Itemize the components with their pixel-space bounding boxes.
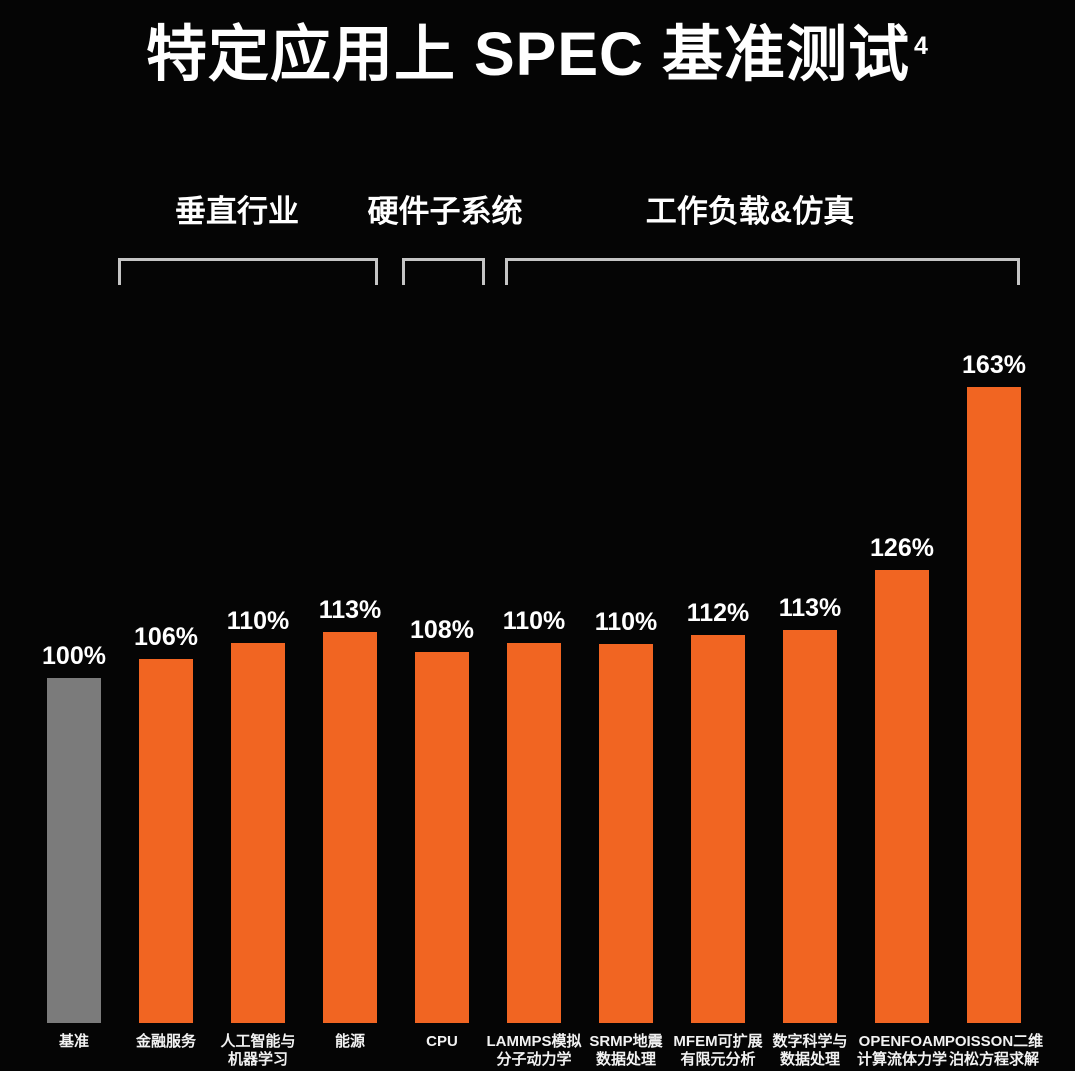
page-title: 特定应用上 SPEC 基准测试 4 [0,4,1075,93]
bar-value-label: 100% [42,642,106,670]
bar [599,644,653,1023]
group-label-vertical-industries: 垂直行业 [175,194,299,229]
bar-group-digital-science: 113% 数字科学与 数据处理 [764,594,856,1068]
bar-value-label: 126% [870,534,934,562]
category-line2: 泊松方程求解 [948,1051,1039,1068]
bar-value-label: 163% [962,351,1026,379]
bar-group-financial-services: 106% 金融服务 [120,623,212,1050]
category-line1: MFEM可扩展 [673,1033,763,1050]
category-line1: 基准 [58,1033,89,1050]
bar-value-label: 110% [594,608,658,636]
category-line1: OPENFOAM [858,1033,946,1050]
bracket-workloads-simulation [505,258,1020,285]
category-line1: 金融服务 [135,1033,196,1050]
category-line1: SRMP地震 [589,1033,663,1050]
bar [415,652,469,1023]
category-line2: 分子动力学 [496,1051,572,1068]
bar-value-label: 110% [502,607,566,635]
bar [507,643,561,1023]
bar-group-srmp: 110% SRMP地震 数据处理 [580,608,672,1068]
bar [47,678,101,1023]
bar-group-cpu: 108% CPU [396,616,488,1050]
bracket-hardware-subsystem [402,258,485,285]
bar-value-label: 110% [226,607,290,635]
category-line2: 机器学习 [227,1051,288,1068]
bar-category-label: 数字科学与 数据处理 [754,1033,866,1069]
category-line1: 人工智能与 [220,1033,296,1050]
category-line1: 能源 [334,1033,365,1050]
bar-category-label: CPU [386,1033,498,1051]
group-label-workloads-simulation: 工作负载&仿真 [645,194,855,229]
category-line1: 数字科学与 [772,1033,848,1050]
bar-group-poisson: 163% POISSON二维 泊松方程求解 [945,351,1043,1068]
bar-category-label: 能源 [294,1033,406,1051]
bar-category-label: 金融服务 [110,1033,222,1051]
category-line1: CPU [426,1033,458,1050]
bar [139,659,193,1023]
bar-group-openfoam: 126% OPENFOAM 计算流体力学 [856,534,948,1068]
category-line2: 计算流体力学 [856,1051,947,1068]
bar [875,570,929,1023]
category-line1: LAMMPS模拟 [486,1033,582,1050]
bar-category-label: POISSON二维 泊松方程求解 [938,1033,1050,1069]
bar-value-label: 113% [778,594,842,622]
title-text: 特定应用上 SPEC 基准测试 [146,20,911,88]
bar-category-label: OPENFOAM 计算流体力学 [846,1033,958,1069]
bar-group-baseline: 100% 基准 [28,642,120,1050]
bar-group-mfem: 112% MFEM可扩展 有限元分析 [672,599,764,1068]
bar-category-label: 人工智能与 机器学习 [202,1033,314,1069]
bar [231,643,285,1023]
bar [691,635,745,1023]
bar-category-label: SRMP地震 数据处理 [570,1033,682,1069]
bar [323,632,377,1023]
group-label-hardware-subsystem: 硬件子系统 [367,194,523,229]
category-line2: 数据处理 [779,1051,840,1068]
bar [783,630,837,1023]
bar-value-label: 106% [134,623,198,651]
bracket-vertical-industries [118,258,378,285]
bar-group-lammps: 110% LAMMPS模拟 分子动力学 [487,607,582,1068]
bar-category-label: 基准 [18,1033,130,1051]
bar-value-label: 108% [410,616,474,644]
bar-category-label: LAMMPS模拟 分子动力学 [478,1033,590,1069]
bar-category-label: MFEM可扩展 有限元分析 [662,1033,774,1069]
category-line2: 数据处理 [595,1051,656,1068]
bar-value-label: 112% [686,599,750,627]
category-line2: 有限元分析 [680,1051,756,1068]
bar [967,387,1021,1023]
bar-group-energy: 113% 能源 [304,596,396,1050]
category-line1: POISSON二维 [944,1033,1044,1050]
title-footnote-superscript: 4 [914,31,929,60]
bar-group-ai-machine-learning: 110% 人工智能与 机器学习 [212,607,304,1068]
bar-value-label: 113% [318,596,382,624]
